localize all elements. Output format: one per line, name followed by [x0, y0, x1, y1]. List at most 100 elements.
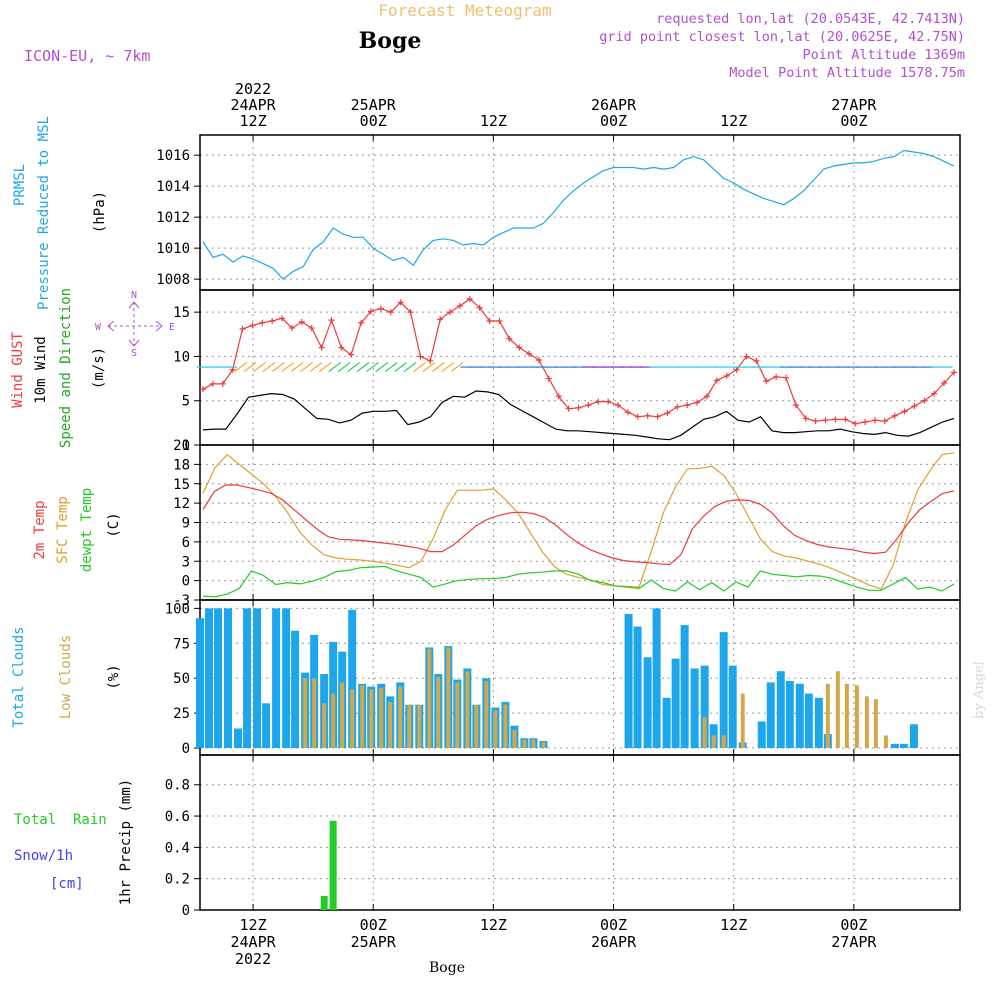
y-tick-label: 0 — [182, 741, 190, 757]
gust-marker — [506, 335, 513, 342]
wind-arrow — [337, 362, 351, 373]
total-rain-label: Total Rain — [14, 812, 107, 828]
gust-marker — [486, 318, 493, 324]
grid-point-coords: grid point closest lon,lat (20.0625E, 42… — [599, 29, 965, 45]
top-time-label: 00Z — [600, 112, 627, 130]
gust-marker — [249, 322, 256, 329]
wind-arrow — [262, 362, 276, 373]
requested-coords: requested lon,lat (20.0543E, 42.7413N) — [656, 11, 965, 27]
total-cloud-bar — [719, 632, 728, 749]
wind-arrow — [290, 362, 304, 373]
low-cloud-bar — [864, 696, 869, 749]
gust-marker — [200, 386, 207, 393]
y-tick-label: 5 — [182, 394, 190, 410]
wind-arrow — [403, 362, 417, 373]
low-cloud-bar — [331, 693, 336, 749]
prmsl-label: PRMSL — [12, 164, 28, 206]
gust-marker — [713, 377, 720, 384]
low-cloud-bar — [512, 729, 517, 749]
gust-marker — [832, 416, 839, 423]
snow-label: Snow/1h — [14, 848, 73, 864]
gust-marker — [684, 402, 691, 409]
bottom-time-label: 00Z — [600, 916, 627, 934]
gust-marker — [950, 369, 957, 376]
precip-axis-label: 1hr Precip (mm) — [118, 779, 134, 905]
temp-2m-label: 2m Temp — [32, 500, 48, 559]
total-cloud-bar — [671, 658, 680, 749]
gust-marker — [565, 405, 572, 412]
total-clouds-label: Total Clouds — [11, 626, 27, 727]
low-cloud-bar — [541, 742, 546, 749]
footer-location: Boge — [429, 960, 465, 976]
rain-bar — [329, 820, 337, 910]
y-tick-label: 15 — [173, 305, 190, 321]
total-cloud-bar — [909, 724, 918, 749]
gust-marker — [862, 418, 869, 425]
gust-marker — [288, 325, 295, 332]
top-time-label: 26APR — [591, 96, 637, 114]
y-tick-label: 0.4 — [165, 840, 190, 856]
pressure-unit-label: (hPa) — [92, 191, 108, 233]
y-tick-label: 1016 — [156, 148, 190, 164]
low-cloud-bar — [465, 671, 470, 749]
gust-marker — [802, 415, 809, 422]
bottom-time-label: 12Z — [480, 916, 507, 934]
gust-marker — [763, 378, 770, 385]
pressure-line — [202, 149, 955, 280]
low-cloud-bar — [854, 685, 859, 749]
low-cloud-bar — [702, 717, 707, 749]
temp-dewpt-label: dewpt Temp — [79, 488, 95, 572]
compass-s: S — [131, 348, 137, 359]
gust-marker — [822, 417, 829, 424]
panel-temperature: -3 0 3 6 9 12 15 18 21 — [173, 438, 961, 609]
low-cloud-bar — [740, 693, 745, 749]
gust-marker — [496, 318, 503, 324]
gust-marker — [417, 353, 424, 360]
y-tick-label: 15 — [173, 477, 190, 493]
gust-marker — [674, 403, 681, 410]
y-tick-label: 1012 — [156, 210, 190, 226]
total-cloud-bar — [205, 608, 214, 749]
total-cloud-bar — [776, 671, 785, 749]
total-cloud-bar — [662, 697, 671, 749]
gust-marker — [318, 344, 325, 351]
gust-marker — [842, 416, 849, 423]
low-cloud-bar — [474, 704, 479, 749]
total-cloud-bar — [804, 693, 813, 749]
top-time-label: 12Z — [720, 112, 747, 130]
compass-e: E — [169, 322, 175, 333]
top-time-label: 12Z — [240, 112, 267, 130]
y-tick-label: 0 — [182, 574, 190, 590]
wind-arrow — [450, 362, 464, 373]
low-cloud-bar — [322, 703, 327, 749]
low-cloud-bar — [835, 671, 840, 749]
panel-precipitation: 0 0.2 0.4 0.6 0.8 — [165, 754, 961, 919]
gust-marker — [871, 417, 878, 424]
gust-marker — [239, 325, 246, 332]
gust-marker — [476, 304, 483, 311]
bottom-time-label: 00Z — [840, 916, 867, 934]
wind-arrow — [347, 362, 360, 373]
y-tick-label: 0 — [182, 438, 190, 454]
total-cloud-bar — [624, 613, 633, 749]
gust-marker — [535, 356, 542, 363]
pressure-msl-label: Pressure Reduced to MSL — [36, 116, 52, 310]
total-cloud-bar — [899, 743, 908, 749]
gust-marker — [624, 409, 631, 416]
top-time-label: 25APR — [351, 96, 397, 114]
low-cloud-bar — [369, 689, 374, 749]
gust-marker — [605, 398, 612, 405]
gust-marker — [921, 397, 928, 404]
compass-n: N — [131, 290, 137, 301]
total-cloud-bar — [262, 703, 271, 749]
gust-marker — [338, 344, 345, 351]
compass-w: W — [95, 322, 102, 333]
wind-arrow — [253, 362, 266, 373]
total-cloud-bar — [253, 608, 262, 749]
model-name: ICON-EU, ~ 7km — [24, 47, 150, 65]
gust-marker — [792, 402, 799, 409]
wind-unit-label: (m/s) — [91, 347, 107, 389]
y-tick-label: 25 — [173, 706, 190, 722]
gust-marker — [664, 410, 671, 417]
